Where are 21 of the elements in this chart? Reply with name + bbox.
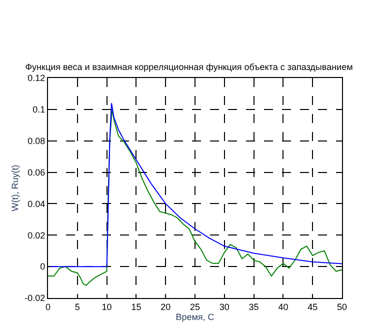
y-tick-label: 0 — [40, 262, 46, 272]
x-tick-label: 15 — [131, 302, 142, 312]
x-axis-title: Время, С — [176, 312, 215, 322]
y-axis-title: W(t), Ruy(t) — [10, 164, 20, 212]
x-tick-label: 10 — [102, 302, 112, 312]
y-tick-label: 0.12 — [28, 73, 46, 84]
x-tick-label: 35 — [248, 302, 259, 312]
x-tick-label: 30 — [219, 302, 230, 312]
x-tick-label: 25 — [190, 302, 200, 312]
y-tick-label: 0.04 — [28, 198, 46, 209]
x-tick-label: 40 — [278, 302, 288, 312]
x-tick-label: 20 — [160, 302, 171, 312]
y-tick-label: 0.1 — [32, 104, 46, 115]
y-tick-label: 0.02 — [28, 230, 46, 240]
y-tick-label: 0.06 — [28, 167, 46, 178]
x-tick-label: 50 — [336, 302, 348, 312]
y-tick-label: 0.08 — [28, 136, 46, 146]
chart-title: Функция веса и взаимная корреляционная функция объекта с запаздыванием — [25, 62, 353, 72]
y-tick-label: -0.02 — [24, 293, 46, 304]
x-tick-label: 5 — [74, 302, 80, 312]
x-tick-label: 45 — [308, 302, 318, 312]
